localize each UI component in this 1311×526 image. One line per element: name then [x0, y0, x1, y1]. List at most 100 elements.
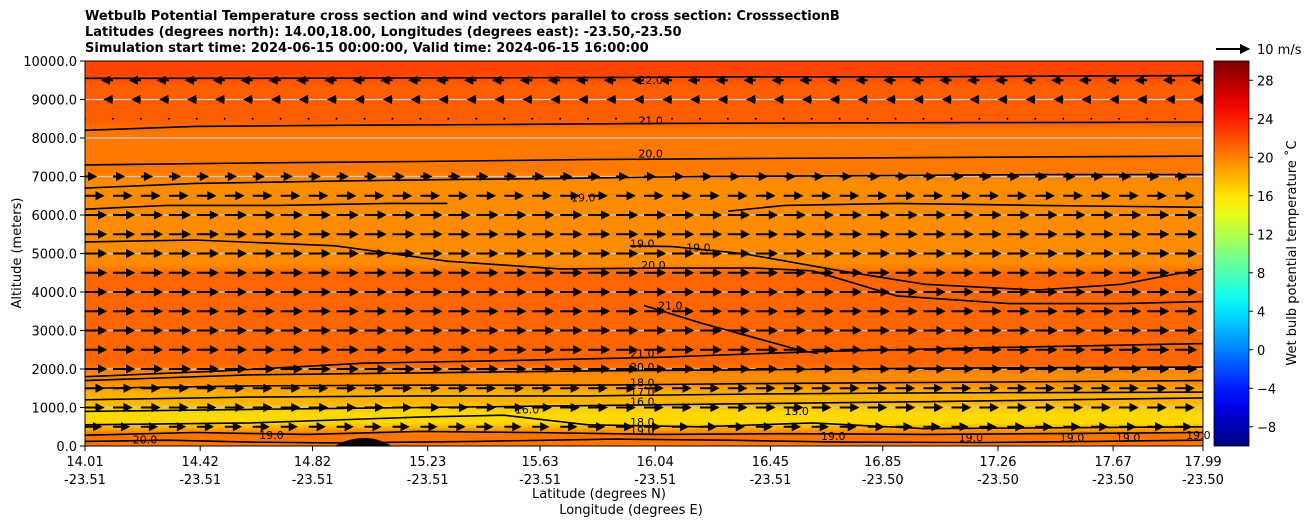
wind-vector: [606, 94, 617, 105]
wind-vector: [504, 287, 527, 297]
wind-vector: [672, 383, 692, 393]
wind-vector: [364, 171, 377, 182]
wind-vector: [588, 325, 611, 336]
wind-vector: [1007, 268, 1030, 278]
wind-vector: [113, 325, 136, 336]
wind-vector: [448, 191, 469, 201]
wind-vector: [743, 75, 756, 85]
wind-vector: [223, 117, 226, 120]
wind-vector: [727, 248, 751, 259]
contour-label: 20.0: [638, 147, 663, 160]
wind-vector: [75, 77, 85, 83]
wind-vector: [476, 171, 489, 182]
wind-vector: [476, 325, 499, 336]
wind-vector: [588, 422, 606, 432]
wind-vector: [727, 364, 751, 374]
wind-vector: [503, 117, 506, 120]
wind-vector: [867, 345, 890, 355]
x-tick-label-lat: 15.23: [409, 455, 446, 470]
wind-vector: [113, 306, 136, 316]
wind-vector: [140, 171, 154, 182]
wind-vector: [1025, 94, 1036, 105]
wind-vector: [560, 383, 580, 393]
wind-vector: [252, 345, 275, 355]
wind-vector: [532, 364, 555, 374]
colorbar-tick-label: 28: [1257, 74, 1274, 89]
wind-vector: [923, 191, 944, 201]
wind-vector: [1007, 364, 1030, 374]
wind-vector: [829, 94, 840, 105]
colorbar-tick-label: 12: [1257, 228, 1274, 243]
y-tick-label: 0.0: [56, 440, 77, 455]
wind-vector: [1091, 248, 1114, 259]
wind-vector: [364, 345, 387, 355]
wind-vector: [1023, 75, 1036, 85]
wind-vector: [504, 306, 527, 316]
chart-title-line-2: Latitudes (degrees north): 14.00,18.00, …: [85, 25, 682, 40]
wind-vector: [672, 229, 695, 239]
wind-vector: [1063, 248, 1086, 259]
wind-vector: [1035, 229, 1058, 239]
wind-vector: [196, 248, 220, 259]
wind-vector: [1063, 287, 1086, 297]
wind-vector: [923, 229, 946, 239]
wind-vector: [631, 75, 644, 85]
wind-vector: [196, 383, 217, 393]
wind-vector: [1147, 229, 1170, 239]
wind-vector: [140, 268, 164, 278]
wind-vector: [951, 325, 974, 336]
wind-vector: [1035, 383, 1056, 393]
wind-vector: [923, 422, 941, 432]
wind-vector: [867, 306, 890, 316]
wind-vector: [560, 325, 583, 336]
wind-vector: [1134, 75, 1148, 85]
wind-vector: [410, 94, 421, 105]
wind-vector: [923, 171, 936, 182]
wind-vector: [447, 117, 450, 120]
wind-vector: [1175, 171, 1188, 182]
wind-vector: [1091, 383, 1111, 393]
wind-vector: [100, 75, 113, 85]
wind-vector: [811, 364, 834, 374]
x-tick-label-lat: 17.67: [1095, 455, 1132, 470]
wind-vector: [448, 229, 471, 239]
contour-label: 21.0: [630, 347, 655, 360]
wind-vector: [336, 268, 359, 278]
x-tick-label-lon: -23.50: [862, 473, 904, 488]
wind-vector: [867, 287, 890, 297]
wind-vector: [308, 306, 331, 316]
wind-vector: [911, 75, 924, 85]
wind-vector: [727, 383, 748, 393]
wind-vector: [113, 210, 136, 220]
wind-vector: [85, 248, 108, 259]
wind-vector: [308, 345, 331, 355]
wind-vector: [755, 306, 779, 316]
wind-vector: [839, 268, 862, 278]
wind-vector: [336, 325, 359, 336]
wind-vector: [1175, 364, 1198, 374]
y-tick-label: 2000.0: [32, 363, 78, 378]
wind-vector: [1119, 422, 1137, 432]
wind-vector: [672, 248, 695, 259]
wind-vector: [280, 171, 293, 182]
wind-vector: [923, 287, 946, 297]
y-tick-label: 4000.0: [32, 286, 78, 301]
wind-vector: [1190, 75, 1203, 85]
wind-vector: [588, 287, 611, 297]
wind-vector: [113, 171, 126, 182]
wind-vector: [336, 191, 357, 201]
wind-vector: [811, 325, 834, 336]
wind-vector: [128, 75, 141, 85]
wind-vector: [839, 229, 862, 239]
wind-vector: [336, 402, 357, 413]
wind-vector: [242, 94, 253, 105]
wind-vector: [168, 383, 189, 393]
colorbar-label: Wet bulb potential temperature ˚C: [1284, 140, 1300, 365]
wind-vector: [644, 325, 667, 336]
wind-vector: [644, 268, 667, 278]
wind-vector: [196, 171, 210, 182]
wind-vector: [727, 287, 751, 297]
wind-vector: [783, 402, 804, 413]
wind-vector: [895, 364, 918, 374]
wind-vector: [420, 383, 441, 393]
